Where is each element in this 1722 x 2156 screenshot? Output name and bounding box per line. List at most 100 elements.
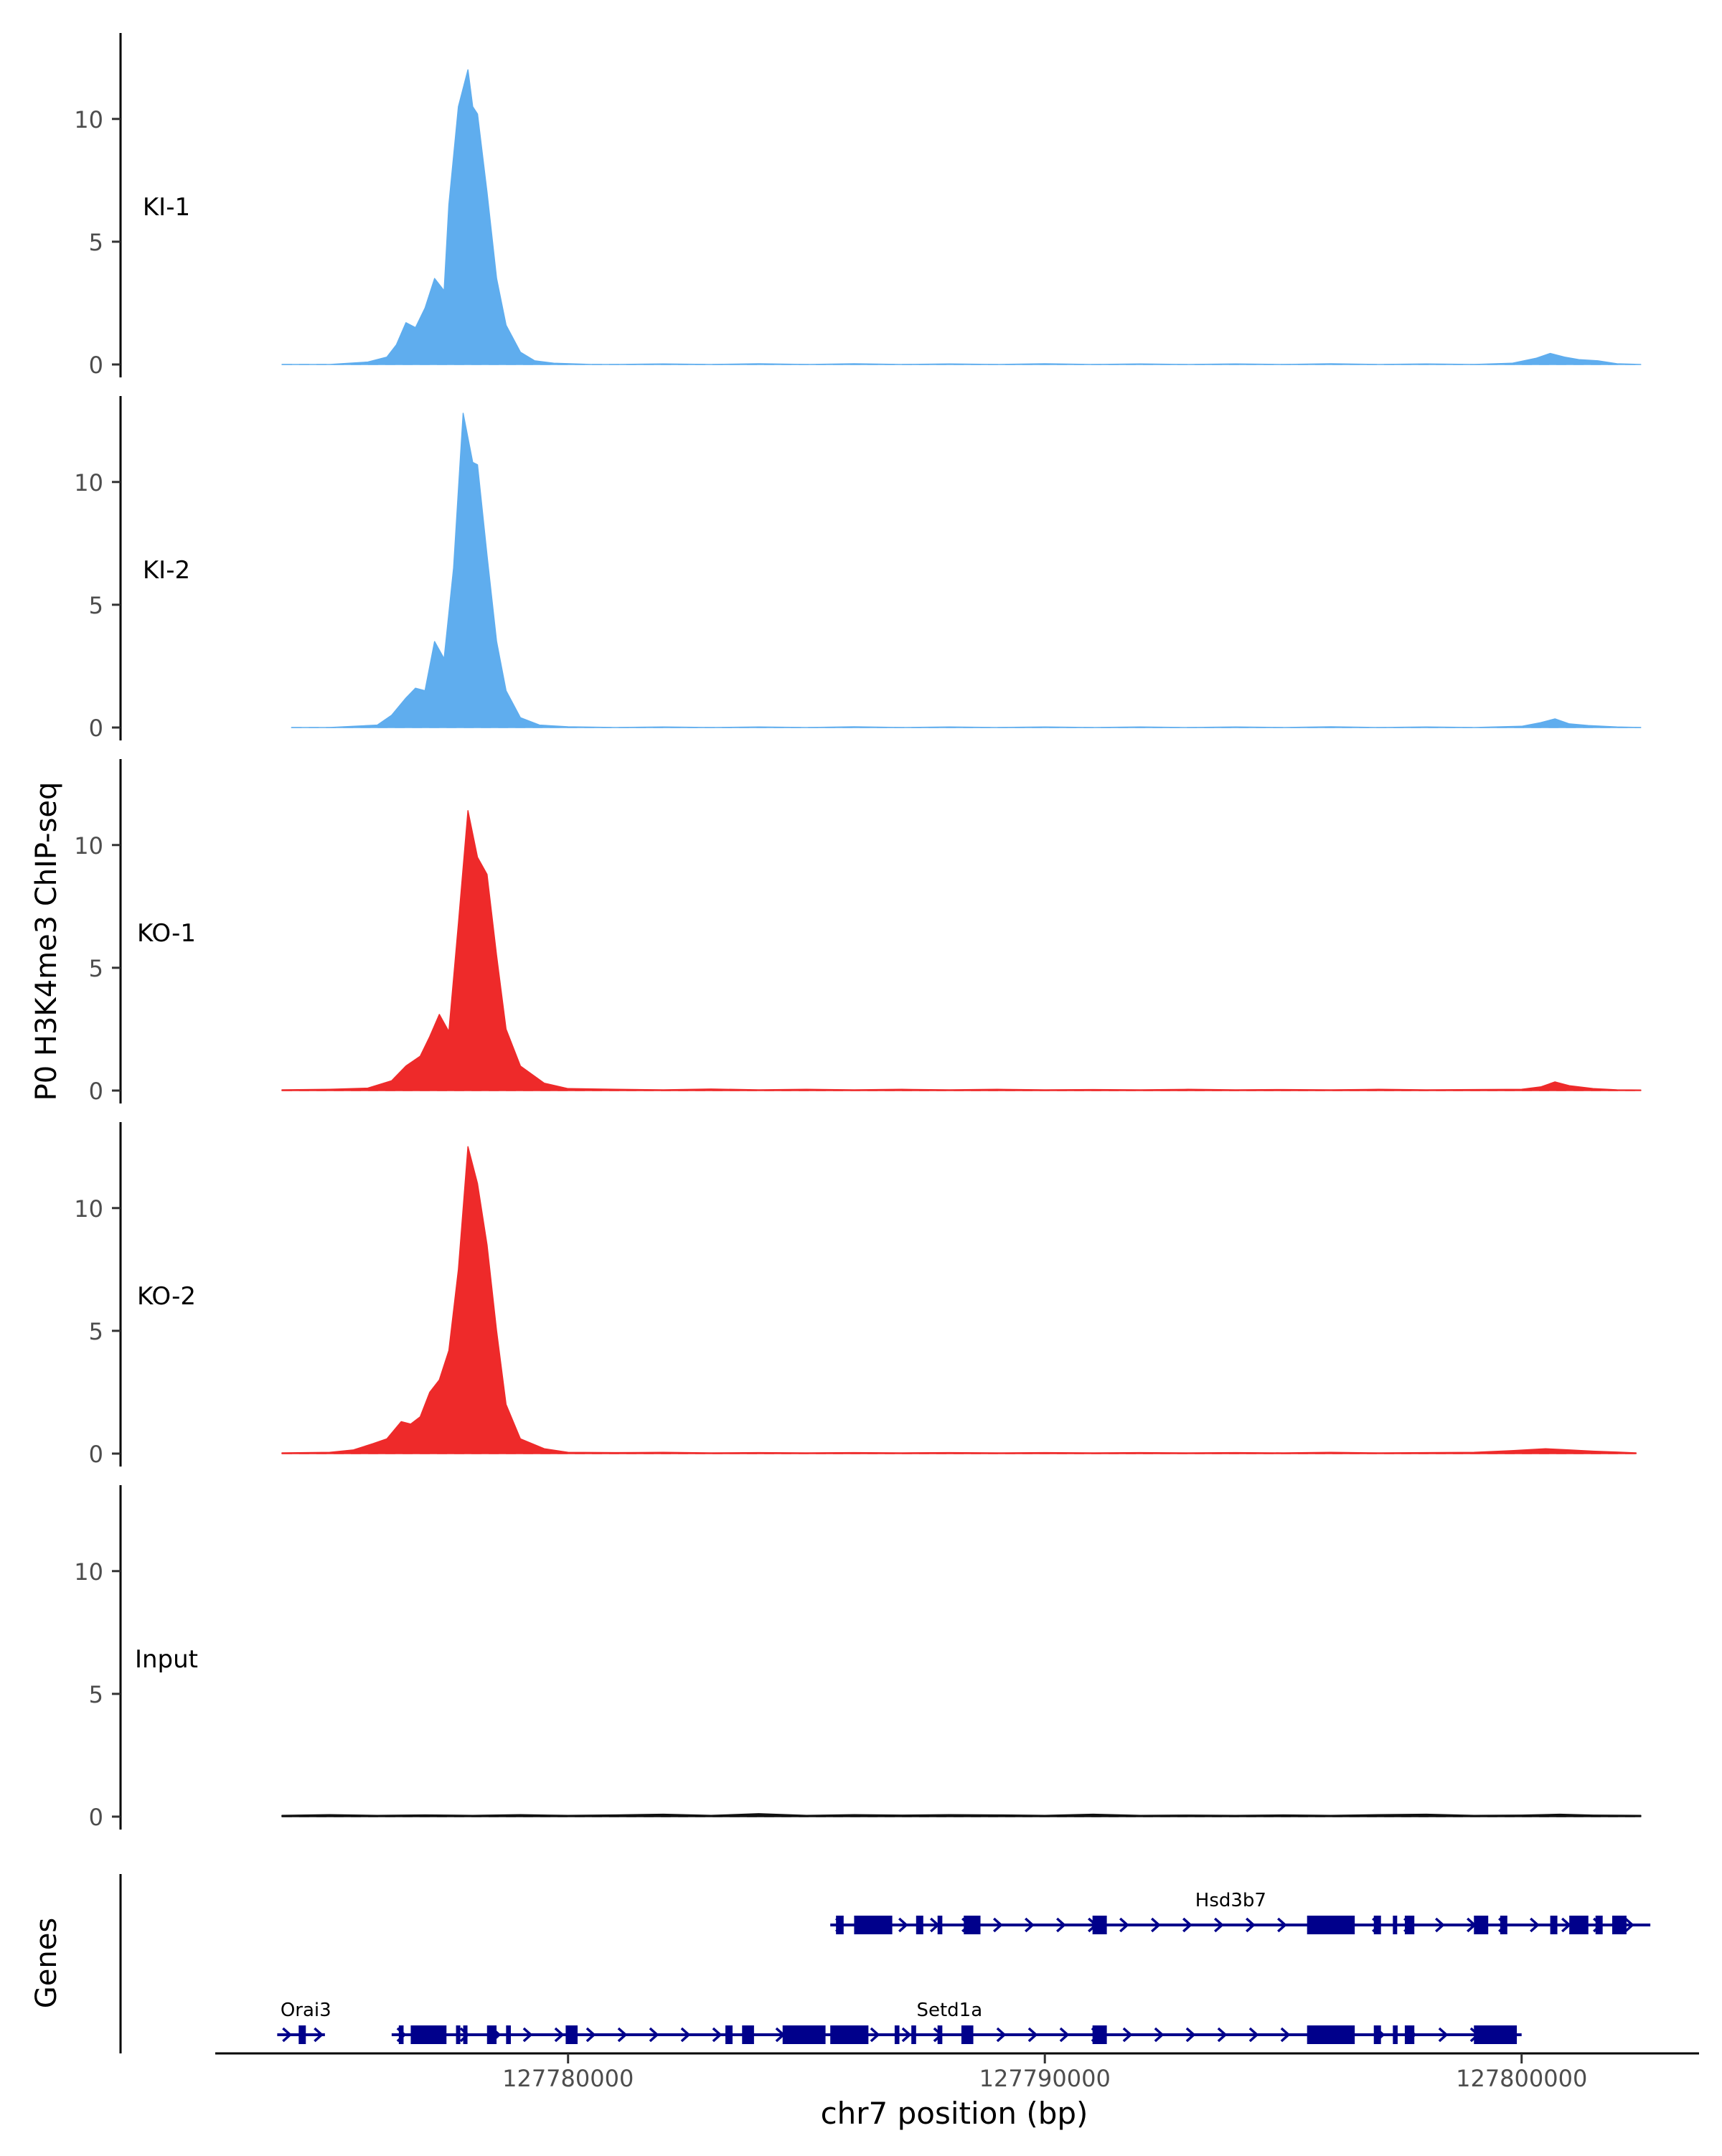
strand-arrow: [1027, 2027, 1038, 2043]
y-tick-label: 5: [89, 592, 103, 619]
exon: [1550, 1916, 1558, 1934]
exon: [830, 2025, 869, 2044]
y-tick-label: 0: [89, 1078, 103, 1105]
strand-arrow: [993, 1917, 1003, 1933]
track-ko-1: 0 5 10 KO-1: [74, 759, 1642, 1105]
strand-arrow: [1435, 1917, 1445, 1933]
strand-arrow: [870, 2027, 880, 2043]
strand-arrow: [282, 2027, 292, 2043]
strand-arrow: [459, 2027, 470, 2043]
track-label: KI-1: [143, 193, 190, 222]
exon: [298, 2025, 306, 2044]
exon: [506, 2025, 511, 2044]
signal-area: [291, 413, 1642, 728]
signal-tracks: 0 5 10 KI-1 0 5 10 KI-2 0 5 10 KO-1 0 5 10 KO-2 0 5 10 Inpu…: [74, 33, 1642, 1831]
gene-hsd3b7: Hsd3b7: [830, 1890, 1651, 1934]
strand-arrow: [901, 2027, 912, 2043]
exon: [456, 2025, 461, 2044]
track-ki-2: 0 5 10 KI-2: [74, 396, 1642, 742]
exon: [964, 1916, 981, 1934]
y-tick-label: 0: [89, 352, 103, 379]
strand-arrow: [522, 2027, 533, 2043]
exon: [1373, 1916, 1381, 1934]
strand-arrow: [1154, 2027, 1165, 2043]
strand-arrow: [1182, 1917, 1192, 1933]
exon: [410, 2025, 447, 2044]
strand-arrow: [898, 1917, 908, 1933]
strand-arrow: [1438, 2027, 1449, 2043]
exon: [1595, 1916, 1603, 1934]
exon: [894, 2025, 900, 2044]
exon: [725, 2025, 733, 2044]
exon: [1393, 2025, 1398, 2044]
x-axis: 127780000 127790000 127800000: [215, 2052, 1699, 2092]
y-tick-label: 10: [74, 1558, 103, 1586]
exon: [1474, 2025, 1518, 2044]
gene-label: Orai3: [281, 2000, 331, 2021]
exon: [1612, 1916, 1627, 1934]
strand-arrow: [712, 2027, 723, 2043]
exon: [1092, 1916, 1107, 1934]
x-tick-label: 127800000: [1456, 2065, 1587, 2092]
exon: [486, 2025, 497, 2044]
strand-arrow: [1185, 2027, 1196, 2043]
strand-arrow: [585, 2027, 596, 2043]
y-tick-label: 10: [74, 469, 103, 496]
genes-track-label: Genes: [30, 1918, 63, 2008]
exon: [1307, 1916, 1355, 1934]
signal-area: [281, 1146, 1637, 1454]
exon: [1393, 1916, 1398, 1934]
exon: [961, 2025, 974, 2044]
strand-arrow: [314, 2027, 324, 2043]
strand-arrow: [1122, 2027, 1133, 2043]
strand-arrow: [1280, 2027, 1291, 2043]
exon: [1500, 1916, 1507, 1934]
genes-track: Genes Hsd3b7 Orai3 Setd1a: [30, 1874, 1651, 2053]
strand-arrow: [1214, 1917, 1224, 1933]
y-tick-label: 5: [89, 1681, 103, 1708]
signal-area: [281, 69, 1642, 365]
exon: [937, 1916, 943, 1934]
strand-arrow: [1151, 1917, 1161, 1933]
exon: [782, 2025, 826, 2044]
track-label: KO-2: [137, 1282, 196, 1311]
track-ki-1: 0 5 10 KI-1: [74, 33, 1642, 379]
track-ko-2: 0 5 10 KO-2: [74, 1122, 1637, 1468]
exon: [836, 1916, 844, 1934]
exon: [1569, 1916, 1589, 1934]
strand-arrow: [554, 2027, 565, 2043]
y-tick-label: 5: [89, 955, 103, 982]
strand-arrow: [1056, 1917, 1066, 1933]
exon: [463, 2025, 468, 2044]
strand-arrow: [649, 2027, 659, 2043]
strand-arrow: [1217, 2027, 1228, 2043]
gene-label: Setd1a: [916, 2000, 982, 2021]
exon: [937, 2025, 943, 2044]
strand-arrow: [1059, 2027, 1070, 2043]
exon: [1092, 2025, 1107, 2044]
y-axis-title: P0 H3K4me3 ChIP-seq: [30, 782, 63, 1101]
track-label: KI-2: [143, 556, 190, 585]
strand-arrow: [617, 2027, 628, 2043]
signal-area: [281, 810, 1642, 1091]
y-tick-label: 5: [89, 229, 103, 256]
x-tick-label: 127780000: [502, 2065, 634, 2092]
y-tick-label: 0: [89, 1441, 103, 1468]
exon: [916, 1916, 923, 1934]
exon: [854, 1916, 893, 1934]
signal-area: [281, 1813, 1642, 1817]
exon: [565, 2025, 578, 2044]
y-tick-label: 10: [74, 106, 103, 133]
exon: [1404, 2025, 1415, 2044]
gene-label: Hsd3b7: [1195, 1890, 1266, 1911]
strand-arrow: [1624, 1917, 1634, 1933]
y-tick-label: 10: [74, 832, 103, 860]
exon: [1307, 2025, 1355, 2044]
y-tick-label: 10: [74, 1195, 103, 1223]
strand-arrow: [996, 2027, 1007, 2043]
exon: [1373, 2025, 1381, 2044]
exon: [1474, 1916, 1489, 1934]
exon: [1404, 1916, 1415, 1934]
